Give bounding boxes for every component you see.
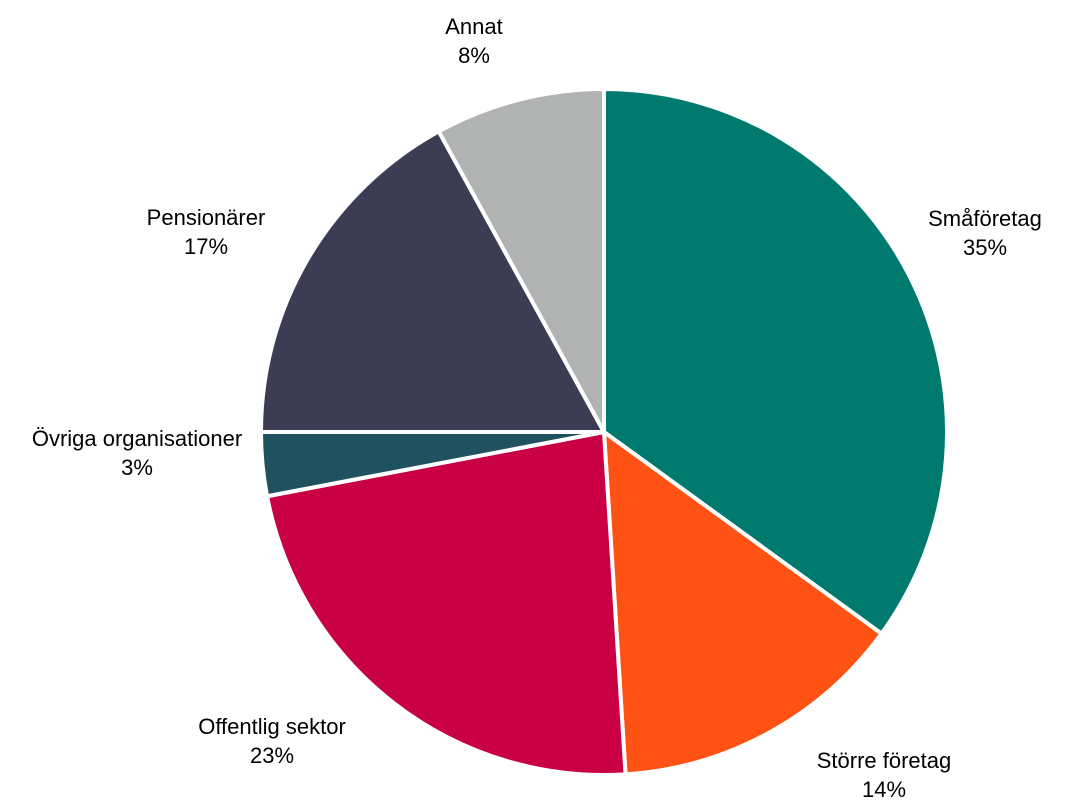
pie-slice: [602, 87, 949, 636]
slice-label-name: Annat: [445, 14, 503, 39]
slice-label-value: 14%: [862, 777, 906, 802]
slice-label-value: 35%: [963, 235, 1007, 260]
slice-label-name: Övriga organisationer: [32, 426, 242, 451]
slice-label-name: Större företag: [817, 748, 952, 773]
slice-label-value: 3%: [121, 455, 153, 480]
slice-label-name: Småföretag: [928, 206, 1042, 231]
slice-label: Övriga organisationer 3%: [32, 426, 242, 480]
slice-label-name: Pensionärer: [147, 205, 266, 230]
slice-label: Offentlig sektor 23%: [198, 714, 346, 768]
pie-slice: [436, 87, 606, 434]
slice-label: Pensionärer 17%: [147, 205, 266, 259]
slice-label-value: 23%: [250, 743, 294, 768]
slice-label-name: Offentlig sektor: [198, 714, 346, 739]
pie-slice: [259, 129, 606, 434]
slice-label-value: 8%: [458, 43, 490, 68]
slice-label: Större företag 14%: [817, 748, 952, 802]
pie-slice: [602, 430, 884, 777]
slice-label-value: 17%: [184, 234, 228, 259]
slice-label: Annat 8%: [445, 14, 503, 68]
slice-label: Småföretag 35%: [928, 206, 1042, 260]
pie-slice: [265, 430, 628, 777]
